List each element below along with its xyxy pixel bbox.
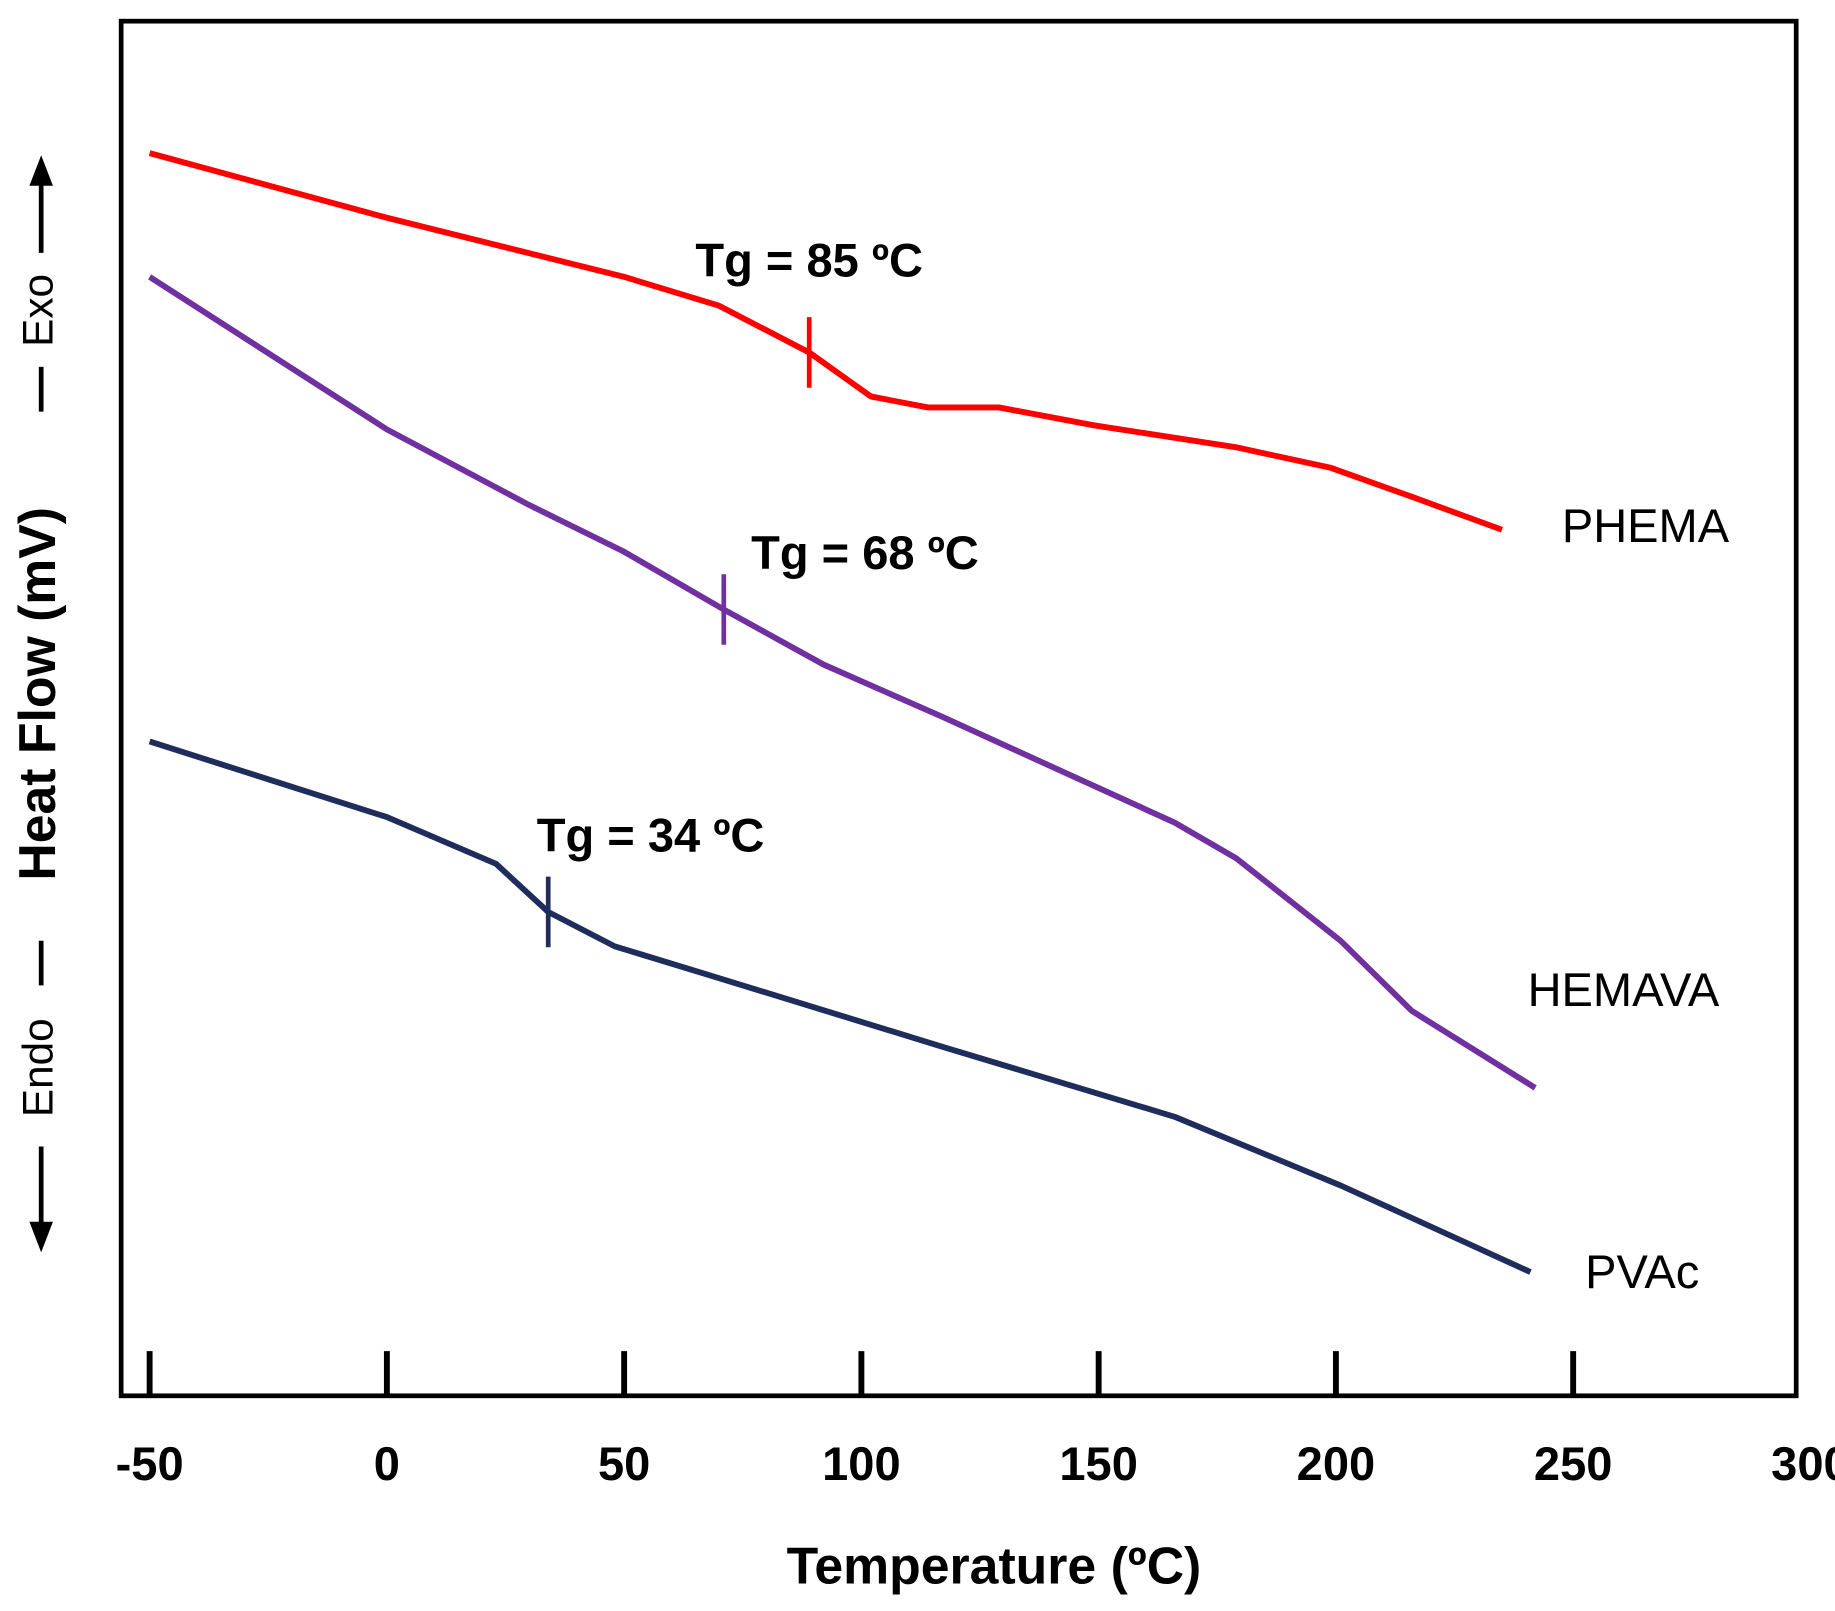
plot-frame xyxy=(118,18,1799,1399)
x-tick-label: -50 xyxy=(116,1437,184,1490)
endo-arrow xyxy=(29,940,53,1253)
x-tick-label: 200 xyxy=(1297,1437,1375,1490)
series-label: HEMAVA xyxy=(1528,963,1720,1016)
exo-arrow xyxy=(29,155,53,412)
tg-annotation: Tg = 68 ºC xyxy=(751,526,979,579)
exo-label: Exo xyxy=(14,274,61,347)
series-line xyxy=(148,738,1532,1275)
tg-annotation: Tg = 34 ºC xyxy=(537,808,765,861)
series-label: PHEMA xyxy=(1562,499,1730,552)
endo-label: Endo xyxy=(14,1018,61,1117)
x-tick-label: 250 xyxy=(1534,1437,1612,1490)
x-tick-label: 150 xyxy=(1059,1437,1137,1490)
x-tick-label: 0 xyxy=(374,1437,400,1490)
x-tick-label: 50 xyxy=(598,1437,650,1490)
y-axis-title: Heat Flow (mV) xyxy=(8,507,66,881)
series-line xyxy=(148,150,1503,533)
series-label: PVAc xyxy=(1585,1245,1699,1298)
x-tick-label: 100 xyxy=(822,1437,900,1490)
x-tick-label: 300 xyxy=(1771,1437,1835,1490)
tg-annotation: Tg = 85 ºC xyxy=(695,234,923,287)
series-line xyxy=(148,274,1537,1091)
x-axis-title: Temperature (ºC) xyxy=(787,1537,1202,1595)
